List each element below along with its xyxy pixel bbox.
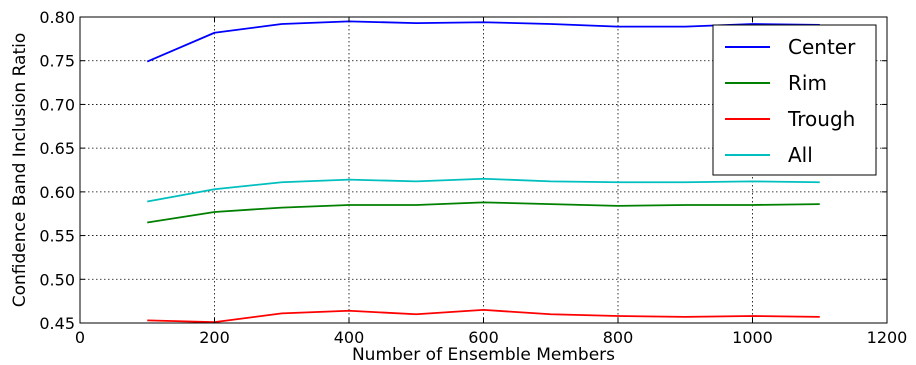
x-tick-label: 1000 [732,328,773,347]
legend-entry-all: All [725,143,813,167]
legend-label: Rim [788,71,827,95]
x-tick-label: 800 [603,328,634,347]
y-tick-label: 0.60 [39,183,75,202]
legend-entry-center: Center [725,35,856,59]
legend-entry-rim: Rim [725,71,827,95]
legend: Center Rim Trough All [712,24,877,176]
series-line-all [147,177,820,203]
legend-label: All [788,143,813,167]
x-tick-label: 1200 [867,328,908,347]
series-line-trough [147,308,820,324]
legend-label: Center [788,35,856,59]
legend-box [712,24,877,176]
y-tick-label: 0.75 [39,52,75,71]
x-tick-label: 400 [334,328,365,347]
x-tick-label: 200 [199,328,230,347]
axis-tick-labels: 0 200 400 600 800 1000 1200 0.45 0.50 0.55 0.60 0.6… [39,8,907,347]
y-tick-label: 0.50 [39,270,75,289]
x-tick-label: 600 [468,328,499,347]
y-tick-label: 0.45 [39,314,75,333]
y-tick-label: 0.70 [39,95,75,114]
y-tick-label: 0.65 [39,139,75,158]
y-tick-label: 0.80 [39,8,75,27]
series-line-rim [147,201,820,224]
x-axis-title: Number of Ensemble Members [352,345,615,365]
series-group [146,20,820,324]
y-axis-title: Confidence Band Inclusion Ratio [10,33,30,307]
x-tick-label: 0 [75,328,85,347]
legend-label: Trough [787,107,855,131]
series-line-center [146,20,820,63]
axis-ticks [79,16,888,324]
legend-entry-trough: Trough [725,107,855,131]
y-tick-label: 0.55 [39,227,75,246]
